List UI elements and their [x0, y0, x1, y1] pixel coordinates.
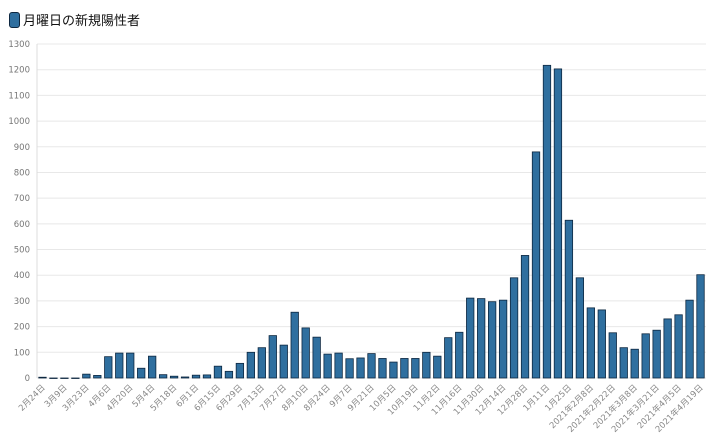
bar [345, 358, 354, 379]
y-tick-label: 900 [14, 143, 30, 153]
bar [520, 255, 530, 379]
bar [367, 353, 376, 379]
x-tick-label: 2月24日 [17, 383, 48, 414]
bar [608, 332, 617, 379]
bar [104, 356, 113, 379]
bar [696, 274, 705, 379]
bar [498, 299, 508, 379]
bar [356, 357, 365, 379]
bar [301, 327, 310, 379]
y-tick-label: 1300 [8, 40, 30, 50]
bar [597, 309, 606, 379]
bar [400, 358, 409, 379]
bar [586, 307, 595, 379]
bar [279, 344, 288, 379]
bar [685, 299, 694, 379]
bar [257, 347, 266, 379]
bar [619, 347, 628, 379]
y-tick-label: 700 [14, 194, 30, 204]
bar [115, 352, 124, 379]
bar [641, 333, 650, 379]
y-tick-label: 0 [25, 374, 30, 384]
y-tick-label: 200 [14, 323, 30, 333]
bar [268, 335, 277, 379]
bar [652, 329, 661, 379]
bar [60, 377, 69, 379]
bar [169, 375, 179, 379]
bar [38, 376, 47, 379]
bar [334, 352, 343, 379]
bar [444, 337, 453, 379]
bar [663, 318, 672, 379]
bar [477, 298, 486, 379]
y-tick-label: 800 [14, 168, 30, 178]
y-tick-label: 1100 [8, 91, 30, 101]
bar [246, 351, 255, 379]
bar [137, 367, 146, 379]
bar [553, 68, 563, 379]
y-tick-label: 500 [14, 246, 30, 256]
bar [213, 365, 223, 379]
legend-label: 月曜日の新規陽性者 [23, 14, 141, 29]
bar [290, 311, 299, 379]
bar [455, 331, 464, 379]
bar [323, 353, 332, 379]
bar [509, 277, 519, 379]
bar [202, 374, 212, 379]
bar [411, 358, 420, 379]
bar [93, 375, 102, 379]
bar [180, 376, 190, 379]
bar [389, 361, 398, 379]
bar [82, 373, 91, 379]
y-tick-label: 100 [14, 348, 30, 358]
y-tick-label: 600 [14, 220, 30, 230]
bar [466, 297, 475, 379]
bar [542, 64, 552, 379]
bar [674, 314, 683, 379]
y-tick-label: 1000 [8, 117, 30, 127]
bar [531, 151, 541, 379]
bar [488, 301, 497, 379]
bar [126, 352, 135, 379]
bar [312, 336, 321, 379]
bar [433, 355, 442, 379]
bar [378, 358, 387, 379]
bar [575, 277, 585, 379]
bar [564, 219, 574, 379]
legend[interactable]: 月曜日の新規陽性者 [9, 10, 140, 29]
bar [224, 370, 234, 379]
bar [191, 374, 201, 379]
bar [148, 355, 157, 379]
bar [158, 374, 168, 379]
y-tick-label: 1200 [8, 66, 30, 76]
bar [235, 362, 245, 379]
y-tick-label: 400 [14, 271, 30, 281]
legend-swatch [9, 11, 20, 28]
bar [49, 377, 58, 379]
bar [422, 351, 431, 379]
bar [71, 377, 80, 379]
y-tick-label: 300 [14, 297, 30, 307]
bar [630, 348, 639, 379]
